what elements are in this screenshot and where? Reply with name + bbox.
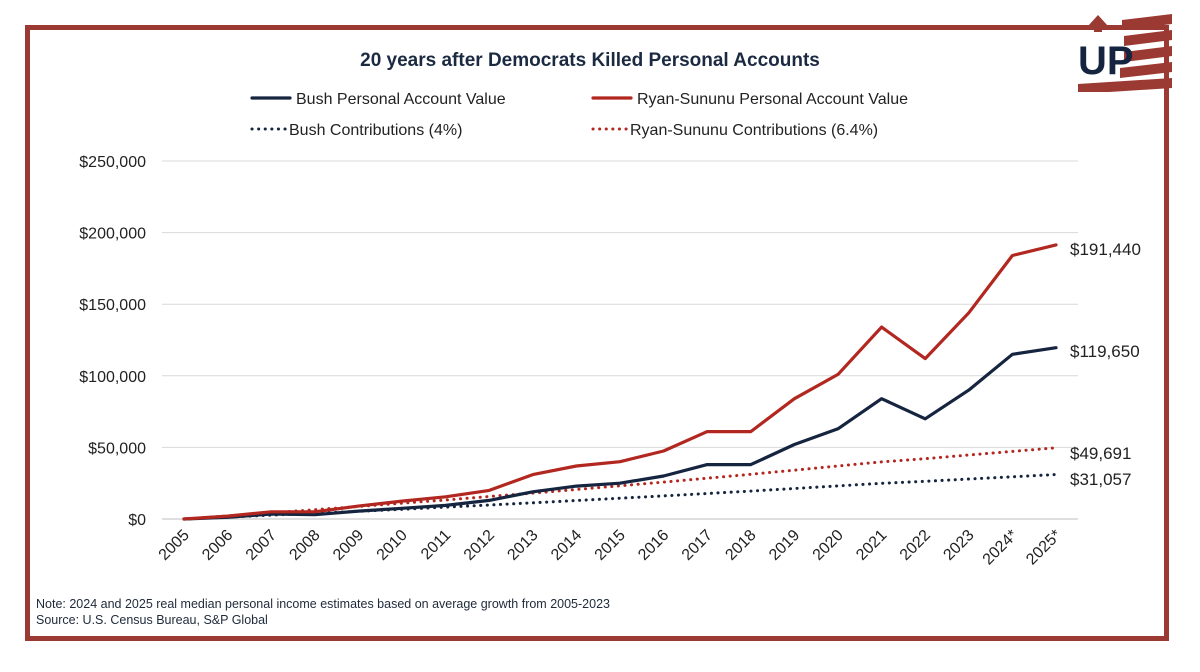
end-labels: $119,650 $191,440 $31,057 $49,691 xyxy=(1070,240,1141,489)
end-label-1: $119,650 xyxy=(1070,342,1140,361)
x-tick-label: 2021 xyxy=(853,527,890,564)
x-tick-label: 2013 xyxy=(504,527,541,564)
series-line-1 xyxy=(182,346,1058,521)
x-tick-label: 2005 xyxy=(156,527,193,564)
y-tick-label: $200,000 xyxy=(79,226,146,243)
note-line: Note: 2024 and 2025 real median personal… xyxy=(36,597,610,611)
source-line: Source: U.S. Census Bureau, S&P Global xyxy=(36,613,268,627)
chart-title: 20 years after Democrats Killed Personal… xyxy=(360,50,820,71)
x-tick-label: 2020 xyxy=(810,527,847,564)
x-tick-label: 2018 xyxy=(722,527,759,564)
chart-legend: Bush Personal Account Value Ryan-Sununu P… xyxy=(250,91,908,139)
end-label-4: $49,691 xyxy=(1070,444,1131,463)
y-tick-label: $50,000 xyxy=(88,440,146,457)
logo-stripe xyxy=(1124,46,1172,62)
up-flag-logo: UP xyxy=(1078,14,1172,92)
logo-stripe xyxy=(1122,14,1172,30)
x-tick-label: 2006 xyxy=(199,527,236,564)
x-tick-label: 2007 xyxy=(243,527,280,564)
y-tick-label: $150,000 xyxy=(79,297,146,314)
legend-label-3: Bush Contributions (4%) xyxy=(289,122,462,139)
legend-label-1: Bush Personal Account Value xyxy=(296,91,506,108)
x-tick-label: 2016 xyxy=(635,527,672,564)
series-line-2 xyxy=(182,243,1058,521)
legend-label-2: Ryan-Sununu Personal Account Value xyxy=(637,91,908,108)
x-tick-label: 2010 xyxy=(374,527,411,564)
chart-gridlines xyxy=(162,160,1078,520)
logo-stripe xyxy=(1120,62,1172,78)
x-tick-label: 2025* xyxy=(1023,527,1065,569)
end-label-2: $191,440 xyxy=(1070,240,1141,259)
chart-note: Note: 2024 and 2025 real median personal… xyxy=(36,596,610,628)
end-label-3: $31,057 xyxy=(1070,470,1131,489)
x-tick-label: 2024* xyxy=(980,527,1022,569)
logo-stripe xyxy=(1124,30,1172,46)
logo-arrow-icon xyxy=(1088,15,1108,32)
x-tick-label: 2012 xyxy=(461,527,498,564)
x-tick-label: 2008 xyxy=(286,527,323,564)
y-axis: $0 $50,000 $100,000 $150,000 $200,000 $250,00… xyxy=(79,154,146,529)
x-tick-label: 2023 xyxy=(940,527,977,564)
x-axis: 2005 2006 2007 2008 2009 2010 2011 2012 2013 2014… xyxy=(156,527,1065,569)
x-tick-label: 2017 xyxy=(679,527,716,564)
y-tick-label: $0 xyxy=(128,512,146,529)
chart-frame xyxy=(25,25,1169,641)
logo-stripe xyxy=(1078,78,1172,92)
y-tick-label: $250,000 xyxy=(79,154,146,171)
x-tick-label: 2022 xyxy=(897,527,934,564)
x-tick-label: 2014 xyxy=(548,527,585,564)
chart-series xyxy=(182,243,1058,521)
x-tick-label: 2019 xyxy=(766,527,803,564)
logo-text: UP xyxy=(1078,39,1134,83)
y-tick-label: $100,000 xyxy=(79,369,146,386)
x-tick-label: 2011 xyxy=(418,527,454,563)
x-tick-label: 2009 xyxy=(330,527,367,564)
x-tick-label: 2015 xyxy=(592,527,629,564)
legend-label-4: Ryan-Sununu Contributions (6.4%) xyxy=(630,122,878,139)
